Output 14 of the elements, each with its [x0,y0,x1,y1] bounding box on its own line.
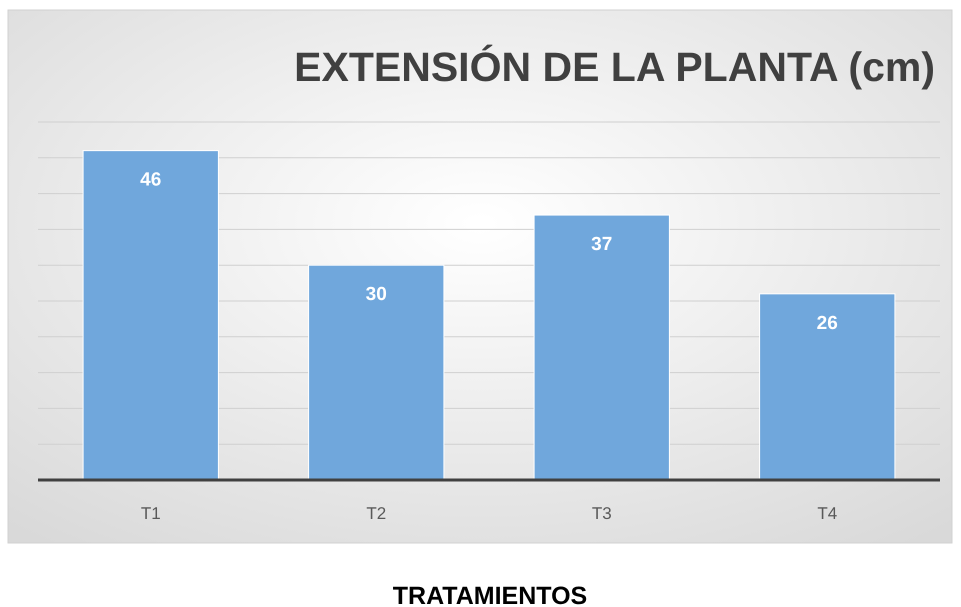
x-axis-title: TRATAMIENTOS [392,582,588,607]
bar [534,214,670,480]
x-tick-label: T4 [817,504,838,523]
bar [759,293,896,480]
x-tick-label: T1 [140,504,161,523]
data-label: 46 [140,170,162,191]
data-label: 37 [591,234,612,256]
data-label: 26 [816,312,838,334]
x-tick-label: T2 [366,504,386,523]
bar [308,264,444,480]
chart-title: EXTENSIÓN DE LA PLANTA (cm) [294,44,935,90]
bar [82,150,219,480]
data-label: 30 [366,284,387,306]
x-tick-label: T3 [592,504,612,523]
